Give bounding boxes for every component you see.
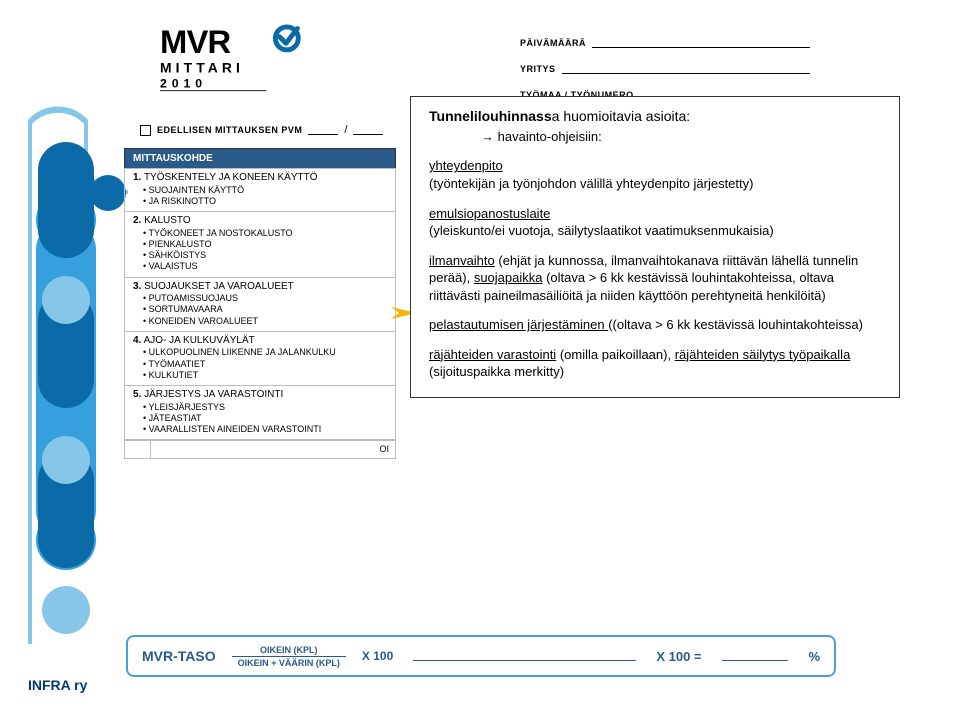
formula-blank [413,651,636,661]
formula-label: MVR-TASO [142,648,216,664]
header-line [562,62,810,74]
mittauskohde-table: MITTAUSKOHDE 1. TYÖSKENTELY JA KONEEN KÄ… [124,148,396,459]
callout-para: ilmanvaihto (ehjät ja kunnossa, ilmanvai… [429,252,885,305]
table-section-sub: PUTOAMISSUOJAUS [133,293,387,304]
table-section: 3. SUOJAUKSET JA VAROALUEETPUTOAMISSUOJA… [124,277,396,331]
table-section-sub: SORTUMAVAARA [133,304,387,315]
formula-denominator: OIKEIN + VÄÄRIN (KPL) [232,656,346,668]
formula-x100: X 100 [362,649,393,663]
callout-para: yhteydenpito (työntekijän ja työnjohdon … [429,157,885,192]
table-section: 2. KALUSTOTYÖKONEET JA NOSTOKALUSTOPIENK… [124,211,396,277]
table-section-title: 5. JÄRJESTYS JA VARASTOINTI [133,389,387,402]
table-section-sub: VAARALLISTEN AINEIDEN VARASTOINTI [133,424,387,435]
formula-blank [722,651,789,661]
table-section: 5. JÄRJESTYS JA VARASTOINTIYLEISJÄRJESTY… [124,385,396,440]
table-section-title: 3. SUOJAUKSET JA VAROALUEET [133,281,387,294]
table-section-sub: YLEISJÄRJESTYS [133,402,387,413]
header-label: YRITYS [520,64,556,74]
table-bottom-blank [125,441,151,458]
table-section: 1. TYÖSKENTELY JA KONEEN KÄYTTÖSUOJAINTE… [124,168,396,211]
callout-para: pelastautumisen järjestäminen ((oltava >… [429,316,885,334]
table-section-sub: KONEIDEN VAROALUEET [133,316,387,327]
table-section-sub: KULKUTIET [133,370,387,381]
table-section-sub: TYÖMAATIET [133,359,387,370]
table-section-sub: ULKOPUOLINEN LIIKENNE JA JALANKULKU [133,347,387,358]
formula-numerator: OIKEIN (KPL) [254,645,324,656]
table-section-sub: SÄHKÖISTYS [133,250,387,261]
header-field-yritys: YRITYS [520,54,810,74]
svg-text:2010: 2010 [160,76,207,90]
callout-para: räjähteiden varastointi (omilla paikoill… [429,346,885,381]
formula-fraction: OIKEIN (KPL) OIKEIN + VÄÄRIN (KPL) [232,645,346,668]
table-bottom-text: OI [151,441,395,458]
checkbox-icon [140,125,151,136]
callout-title: Tunnelilouhinnassa huomioitavia asioita: [429,107,885,126]
mvr-taso-formula: MVR-TASO OIKEIN (KPL) OIKEIN + VÄÄRIN (K… [126,635,836,677]
table-section-sub: JA RISKINOTTO [133,196,387,207]
table-section-title: 1. TYÖSKENTELY JA KONEEN KÄYTTÖ [133,172,387,185]
table-section-sub: SUOJAINTEN KÄYTTÖ [133,185,387,196]
table-section-title: 2. KALUSTO [133,215,387,228]
formula-x100eq: X 100 = [656,649,701,664]
svg-text:MVR: MVR [160,23,230,60]
table-section: 4. AJO- JA KULKUVÄYLÄTULKOPUOLINEN LIIKE… [124,331,396,385]
edellisen-row: EDELLISEN MITTAUKSEN PVM / [140,124,383,136]
svg-text:MITTARI: MITTARI [160,60,244,76]
callout-box: Tunnelilouhinnassa huomioitavia asioita:… [410,96,900,398]
table-bottom-row: OI [124,440,396,459]
date-line [353,125,383,135]
callout-para: emulsiopanostuslaite (yleiskunto/ei vuot… [429,205,885,240]
decorative-edge [8,80,128,650]
table-section-sub: VALAISTUS [133,261,387,272]
header-label: PÄIVÄMÄÄRÄ [520,38,586,48]
edellisen-label: EDELLISEN MITTAUKSEN PVM [157,125,302,135]
table-section-title: 4. AJO- JA KULKUVÄYLÄT [133,335,387,348]
header-line [592,36,810,48]
callout-indent: havainto-ohjeisiin: [429,128,885,146]
table-section-sub: PIENKALUSTO [133,239,387,250]
table-section-sub: JÄTEASTIAT [133,413,387,424]
header-fields: PÄIVÄMÄÄRÄ YRITYS TYÖMAA / TYÖNUMERO [520,28,810,106]
formula-percent: % [808,649,820,664]
header-field-paivamaara: PÄIVÄMÄÄRÄ [520,28,810,48]
date-line [308,125,338,135]
table-section-sub: TYÖKONEET JA NOSTOKALUSTO [133,228,387,239]
table-header: MITTAUSKOHDE [124,148,396,168]
infra-ry-label: INFRA ry [28,677,87,693]
slash: / [344,124,347,136]
mvr-logo: MVR MITTARI 2010 [160,22,340,96]
